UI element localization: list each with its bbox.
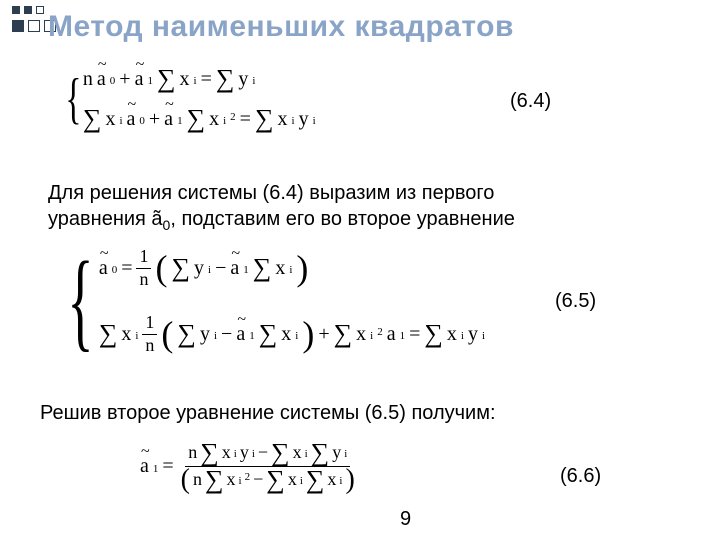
eqnum-6-4: (6.4) (510, 90, 551, 113)
decor-sq-5 (28, 20, 40, 32)
eqnum-6-6: (6.6) (560, 465, 601, 488)
paragraph-1: Для решения системы (6.4) выразим из пер… (48, 180, 515, 234)
decor-sq-2 (24, 6, 32, 14)
para1-line1: Для решения системы (6.4) выразим из пер… (48, 180, 515, 206)
para1-line2: уравнения ã0, подставим его во второе ур… (48, 206, 515, 234)
page-number: 9 (400, 508, 411, 531)
decor-sq-1 (12, 6, 20, 14)
slide-title: Метод наименьших квадратов (48, 10, 514, 44)
equation-6-4: { na0 + a1 ∑ xi = ∑ yi ∑ xi a0 + a1 ∑ xi… (60, 66, 316, 132)
equation-6-6: a1 = n ∑ xi yi − ∑ xi ∑ yi ( n ∑ xi2 − ∑… (140, 440, 358, 493)
equation-6-5: { a0 = 1n ( ∑ yi − a1 ∑ xi ) ∑ xi 1n ( ∑ (54, 246, 485, 356)
decor-sq-3 (36, 6, 44, 14)
paragraph-2: Решив второе уравнение системы (6.5) пол… (40, 400, 496, 426)
decor-sq-4 (12, 20, 24, 32)
eqnum-6-5: (6.5) (555, 290, 596, 313)
